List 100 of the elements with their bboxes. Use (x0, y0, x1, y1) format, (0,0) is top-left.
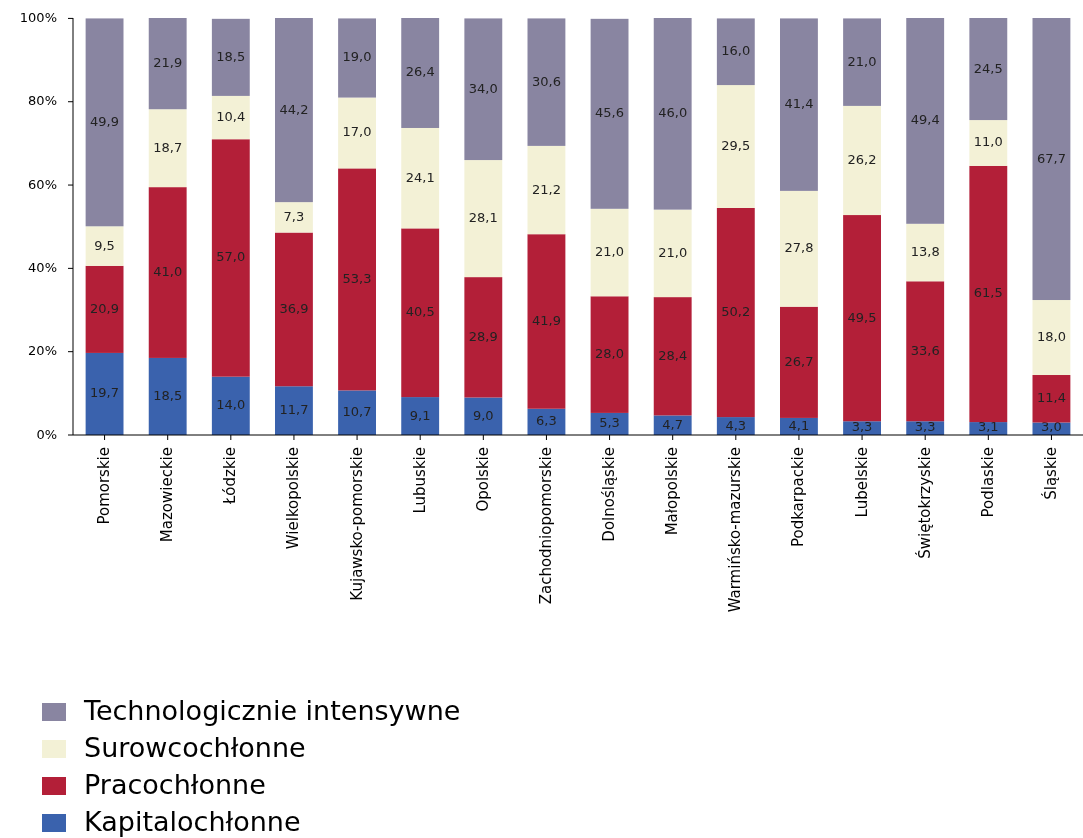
data-label: 11,7 (279, 402, 309, 418)
bar (464, 277, 503, 398)
x-tick-label: Lubelskie (852, 447, 871, 518)
data-label: 28,4 (658, 347, 688, 363)
data-label: 49,4 (910, 112, 940, 128)
data-label: 9,5 (94, 237, 115, 253)
bar (338, 18, 376, 98)
data-label: 26,2 (847, 151, 877, 167)
data-label: 49,5 (847, 309, 877, 325)
bar (1032, 375, 1071, 423)
bar (843, 105, 881, 216)
bar (338, 168, 376, 391)
bar (969, 165, 1008, 423)
data-label: 21,9 (153, 55, 183, 71)
data-label: 20,9 (90, 300, 120, 316)
data-label: 33,6 (910, 342, 940, 358)
data-label: 50,2 (721, 304, 751, 320)
data-label: 41,0 (153, 264, 183, 280)
data-label: 26,7 (784, 353, 814, 369)
data-label: 41,9 (531, 312, 561, 328)
bar (906, 281, 945, 422)
data-label: 34,0 (468, 80, 498, 96)
bar (527, 145, 566, 235)
bar (211, 376, 250, 435)
data-label: 21,2 (531, 181, 561, 197)
bar (653, 18, 692, 210)
bar (338, 390, 376, 435)
x-tick-label: Zachodniopomorskie (536, 447, 555, 605)
bar (716, 18, 755, 86)
data-label: 21,0 (595, 244, 625, 260)
x-tick-label: Świętokrzyskie (914, 447, 934, 559)
data-label: 21,0 (658, 244, 688, 260)
data-label: 26,4 (405, 64, 435, 80)
legend-label: Kapitalochłonne (84, 805, 301, 837)
bar (969, 18, 1008, 121)
data-label: 28,0 (595, 346, 625, 362)
data-label: 44,2 (279, 101, 309, 117)
x-tick-label: Mazowieckie (158, 447, 177, 543)
bar (148, 18, 187, 110)
data-label: 17,0 (342, 124, 372, 140)
data-label: 18,7 (153, 139, 183, 155)
data-label: 40,5 (405, 304, 435, 320)
data-label: 30,6 (531, 73, 561, 89)
data-label: 45,6 (595, 105, 625, 121)
bar (1032, 300, 1071, 376)
data-label: 11,4 (1036, 390, 1066, 406)
bar (338, 97, 376, 169)
bar (843, 18, 881, 106)
bar (464, 160, 503, 278)
bar (85, 18, 124, 227)
bar (401, 228, 440, 398)
data-label: 4,7 (662, 416, 684, 432)
bar (716, 207, 755, 418)
data-label: 36,9 (279, 300, 309, 316)
data-label: 9,1 (409, 407, 431, 423)
bar (780, 18, 818, 191)
data-label: 19,0 (342, 49, 372, 65)
bar (211, 95, 250, 140)
bar (527, 18, 566, 146)
bar (85, 265, 124, 353)
data-label: 6,3 (536, 413, 557, 429)
bar (85, 226, 124, 266)
data-label: 3,1 (977, 418, 999, 434)
data-label: 27,8 (784, 240, 814, 256)
bar (906, 223, 945, 282)
data-label: 5,3 (599, 415, 620, 431)
bar (590, 208, 629, 297)
x-tick-label: Wielkopolskie (284, 447, 303, 550)
bar (653, 297, 692, 416)
bar (906, 18, 945, 224)
data-label: 28,9 (468, 328, 498, 344)
bar (211, 18, 250, 96)
data-label: 41,4 (784, 96, 814, 112)
data-label: 57,0 (216, 249, 246, 265)
bar (969, 120, 1008, 166)
bar (275, 232, 313, 387)
data-label: 16,0 (721, 43, 751, 59)
x-tick-label: Małopolskie (663, 447, 682, 536)
data-label: 28,1 (468, 210, 498, 226)
data-label: 7,3 (283, 208, 305, 224)
legend-label: Pracochłonne (84, 768, 266, 800)
bar (780, 306, 818, 418)
y-tick-label: 60% (28, 176, 57, 192)
data-label: 18,5 (153, 387, 183, 403)
data-label: 3,3 (851, 418, 873, 434)
bar (275, 18, 313, 203)
data-label: 10,4 (216, 109, 246, 125)
y-tick-label: 20% (28, 343, 57, 359)
bar (148, 109, 187, 188)
data-label: 9,0 (472, 407, 494, 423)
data-label: 10,7 (342, 404, 372, 420)
x-tick-label: Łódzkie (221, 447, 240, 506)
data-label: 61,5 (973, 285, 1003, 301)
bar (590, 296, 629, 413)
bar (275, 202, 313, 233)
data-label: 18,0 (1036, 329, 1066, 345)
data-label: 24,1 (405, 169, 435, 185)
x-tick-label: Warmińsko-mazurskie (726, 447, 745, 613)
data-label: 29,5 (721, 138, 751, 154)
data-label: 67,7 (1036, 150, 1066, 166)
